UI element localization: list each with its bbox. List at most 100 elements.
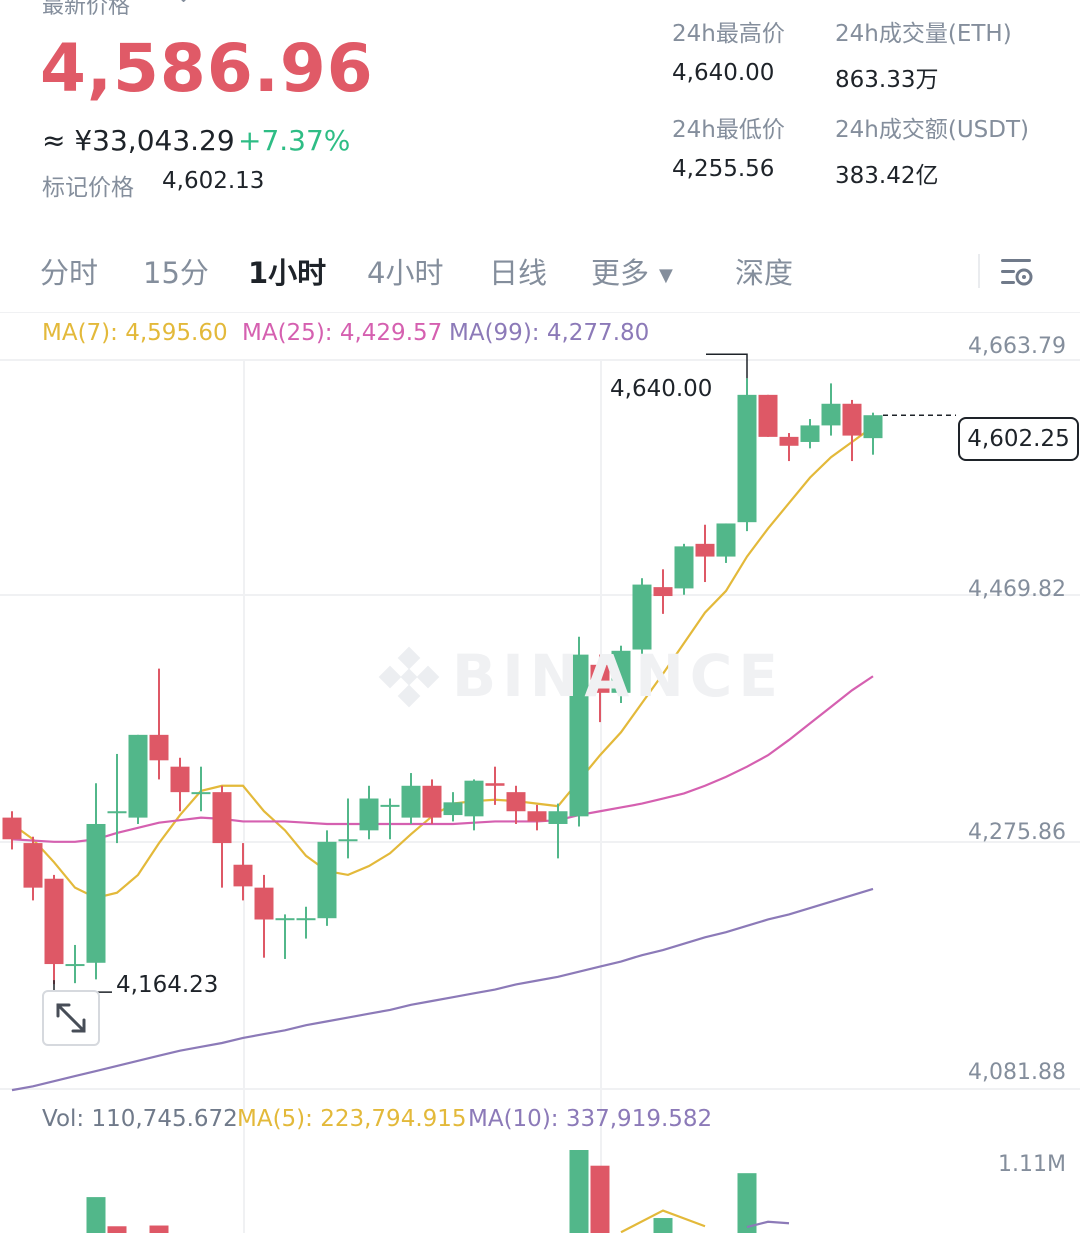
candle-body [170, 766, 190, 793]
ma-lines [11, 425, 874, 1092]
tab-more-label: 更多 [591, 256, 650, 290]
stat-value: 4,255.56 [672, 156, 775, 182]
candle-body [842, 403, 862, 436]
volume-bar [569, 1150, 589, 1233]
tab-time-sharing[interactable]: 分时 [40, 256, 99, 290]
candle-body [149, 734, 169, 761]
ma-line-ma99 [11, 887, 874, 1092]
stat-label: 24h最高价 [672, 21, 785, 47]
chart-grid [0, 312, 1080, 1233]
volume-ma-lines [620, 1209, 790, 1233]
ma-line-ma7 [11, 425, 874, 900]
candles [2, 378, 883, 985]
candle-body [611, 650, 631, 693]
tab-1h[interactable]: 1小时 [248, 256, 327, 290]
candle-body [86, 823, 106, 963]
candle-body [422, 785, 442, 818]
candle-body [506, 792, 526, 812]
volume-bar [653, 1218, 673, 1233]
stat-value: 4,640.00 [672, 60, 775, 86]
price-axis-label: 4,275.86 [968, 820, 1066, 845]
candle-body [275, 918, 295, 921]
candle-body [191, 792, 211, 795]
stat-label: 24h成交额(USDT) [835, 117, 1029, 143]
candle-body [338, 839, 358, 842]
stat-label: 24h成交量(ETH) [835, 21, 1012, 47]
tab-more[interactable]: 更多 ▼ [591, 250, 673, 292]
stat-24h-volume-eth: 24h成交量(ETH) 863.33万 [835, 14, 1012, 94]
candle-body [527, 811, 547, 822]
candle-body [128, 734, 148, 818]
candle-body [464, 780, 484, 817]
kline-chart[interactable]: BINANCE MA(7): 4,595.60 MA(25): 4,429.57… [0, 312, 1080, 1233]
candle-body [821, 403, 841, 426]
high-marker-line [706, 353, 748, 379]
caret-down-icon: ▼ [659, 264, 673, 286]
ma99-value: MA(99): 4,277.80 [449, 320, 650, 346]
candle-body [779, 436, 799, 446]
volume-bar [590, 1165, 610, 1233]
cny-price: ≈ ¥33,043.29 [42, 124, 235, 157]
volume-axis-label: 1.11M [998, 1152, 1066, 1177]
expand-icon [56, 1003, 86, 1033]
stat-value: 383.42亿 [835, 163, 939, 189]
candle-body [44, 878, 64, 965]
candle-body [296, 918, 316, 921]
kline-canvas [0, 312, 1080, 1233]
current-price-tag[interactable]: 4,602.25 [958, 417, 1079, 461]
candle-body [863, 415, 883, 439]
stat-label: 24h最低价 [672, 117, 785, 143]
ticker-header: 最新价格 ⌄ 4,586.96 ≈ ¥33,043.29 +7.37% 标记价格… [0, 0, 1080, 230]
ma-line-ma25 [11, 675, 874, 843]
tab-15m[interactable]: 15分 [143, 256, 209, 290]
last-price: 4,586.96 [40, 30, 374, 107]
stat-24h-volume-usdt: 24h成交额(USDT) 383.42亿 [835, 110, 1029, 190]
candle-body [758, 394, 778, 437]
candle-body [800, 425, 820, 442]
chart-settings-icon[interactable] [1000, 256, 1034, 288]
interval-tabs: 分时 15分 1小时 4小时 日线 更多 ▼ 深度 [0, 240, 1080, 306]
candle-body [254, 887, 274, 920]
candle-body [632, 584, 652, 650]
candle-body [2, 817, 22, 840]
candle-body [737, 394, 757, 523]
chevron-down-icon[interactable]: ⌄ [176, 0, 191, 7]
candle-body [359, 798, 379, 831]
fullscreen-button[interactable] [42, 990, 100, 1046]
candle-body [569, 654, 589, 817]
stat-24h-low: 24h最低价 4,255.56 [672, 110, 785, 182]
candle-body [65, 964, 85, 967]
price-axis-label: 4,469.82 [968, 577, 1066, 602]
tab-daily[interactable]: 日线 [489, 256, 548, 290]
candle-body [674, 546, 694, 589]
change-percent: +7.37% [238, 124, 351, 157]
stat-24h-high: 24h最高价 4,640.00 [672, 14, 785, 86]
binance-logo-icon [378, 646, 440, 708]
ma25-value: MA(25): 4,429.57 [242, 320, 443, 346]
candle-body [107, 811, 127, 814]
volume-ma10-line [746, 1220, 790, 1229]
divider [978, 254, 980, 288]
high-marker-label: 4,640.00 [610, 376, 713, 402]
price-axis-label: 4,663.79 [968, 334, 1066, 359]
candle-body [443, 802, 463, 816]
volume-bars [86, 1150, 757, 1233]
tab-4h[interactable]: 4小时 [367, 256, 444, 290]
mark-price: 4,602.13 [162, 168, 265, 194]
ma7-value: MA(7): 4,595.60 [42, 320, 228, 346]
volume-ma5-line [620, 1209, 706, 1233]
candle-body [548, 811, 568, 824]
candle-body [380, 804, 400, 807]
low-marker-label: 4,164.23 [116, 972, 219, 998]
candle-body [716, 523, 736, 557]
candle-body [485, 783, 505, 786]
mark-price-label: 标记价格 [42, 175, 134, 201]
volume-bar [86, 1197, 106, 1233]
candle-body [317, 841, 337, 919]
last-price-label: 最新价格 [42, 0, 131, 19]
volume-bar [149, 1225, 169, 1233]
watermark: BINANCE [452, 642, 784, 710]
volume-bar [107, 1226, 127, 1233]
candle-body [23, 843, 43, 888]
tab-depth[interactable]: 深度 [735, 256, 794, 290]
